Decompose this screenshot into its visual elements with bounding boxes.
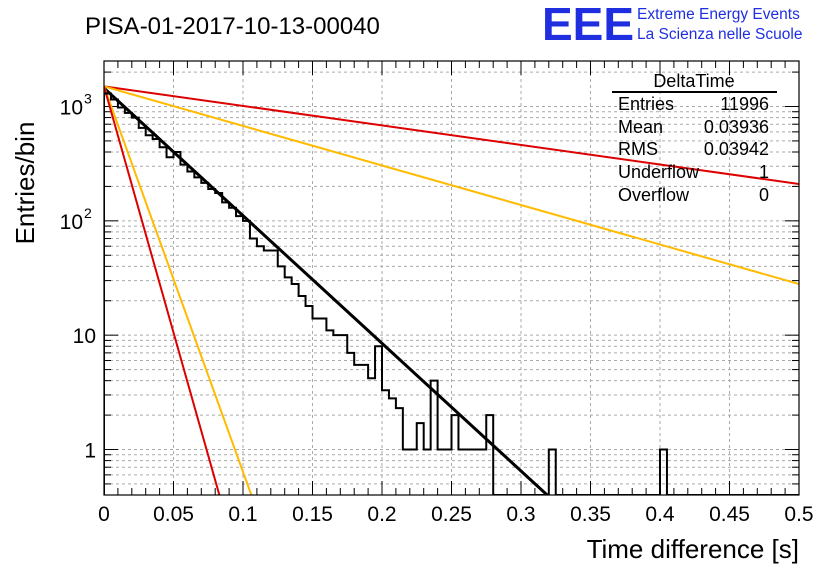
stats-value-entries: 11996: [720, 94, 769, 114]
stats-value-underflow: 1: [759, 162, 769, 182]
stats-label-underflow: Underflow: [618, 162, 700, 182]
x-tick-labels: 0 0.05 0.1 0.15 0.2 0.25 0.3 0.35 0.4 0.45 0.5: [98, 503, 813, 526]
y-tick-label: 1: [84, 440, 96, 463]
stats-value-overflow: 0: [759, 185, 769, 205]
eee-logo-letters: EEE: [542, 0, 634, 50]
histogram-outline: [104, 92, 799, 495]
stats-label-entries: Entries: [618, 94, 674, 114]
grid-lines: [104, 61, 799, 496]
y-tick-exponent: 3: [84, 90, 92, 106]
x-tick-label: 0: [98, 503, 110, 526]
y-tick-label: 10: [60, 96, 83, 119]
stats-value-rms: 0.03942: [704, 139, 769, 159]
y-tick-label: 10: [73, 325, 96, 348]
logo-tagline-1: Extreme Energy Events: [637, 6, 800, 23]
y-tick-label: 10: [60, 211, 83, 234]
y-tick-exponent: 2: [84, 205, 92, 221]
x-tick-label: 0.45: [709, 503, 750, 526]
x-tick-label: 0.05: [153, 503, 194, 526]
x-tick-label: 0.5: [784, 503, 813, 526]
eee-logo: EEE Extreme Energy Events La Scienza nel…: [542, 0, 802, 50]
band-line: [104, 85, 799, 286]
band-line: [104, 86, 253, 495]
plot-area: [104, 85, 799, 495]
stats-value-mean: 0.03936: [704, 117, 769, 137]
logo-tagline-2: La Scienza nelle Scuole: [637, 26, 802, 43]
x-tick-label: 0.4: [645, 503, 675, 526]
stats-label-rms: RMS: [618, 139, 658, 159]
x-tick-label: 0.35: [570, 503, 611, 526]
band-line: [104, 86, 221, 495]
plot-frame: [103, 60, 800, 496]
band-line: [104, 85, 799, 185]
x-tick-label: 0.3: [506, 503, 535, 526]
x-tick-label: 0.25: [431, 503, 472, 526]
chart-title: PISA-01-2017-10-13-00040: [85, 13, 380, 40]
x-tick-label: 0.1: [228, 503, 257, 526]
x-tick-label: 0.2: [367, 503, 396, 526]
x-tick-label: 0.15: [292, 503, 333, 526]
y-axis-label: Entries/bin: [10, 122, 40, 245]
stats-label-overflow: Overflow: [618, 185, 690, 205]
stats-label-mean: Mean: [618, 117, 663, 137]
x-axis-label: Time difference [s]: [587, 534, 799, 564]
stats-box: DeltaTime Entries 11996 Mean 0.03936 RMS…: [612, 71, 777, 205]
stats-title: DeltaTime: [653, 71, 734, 91]
